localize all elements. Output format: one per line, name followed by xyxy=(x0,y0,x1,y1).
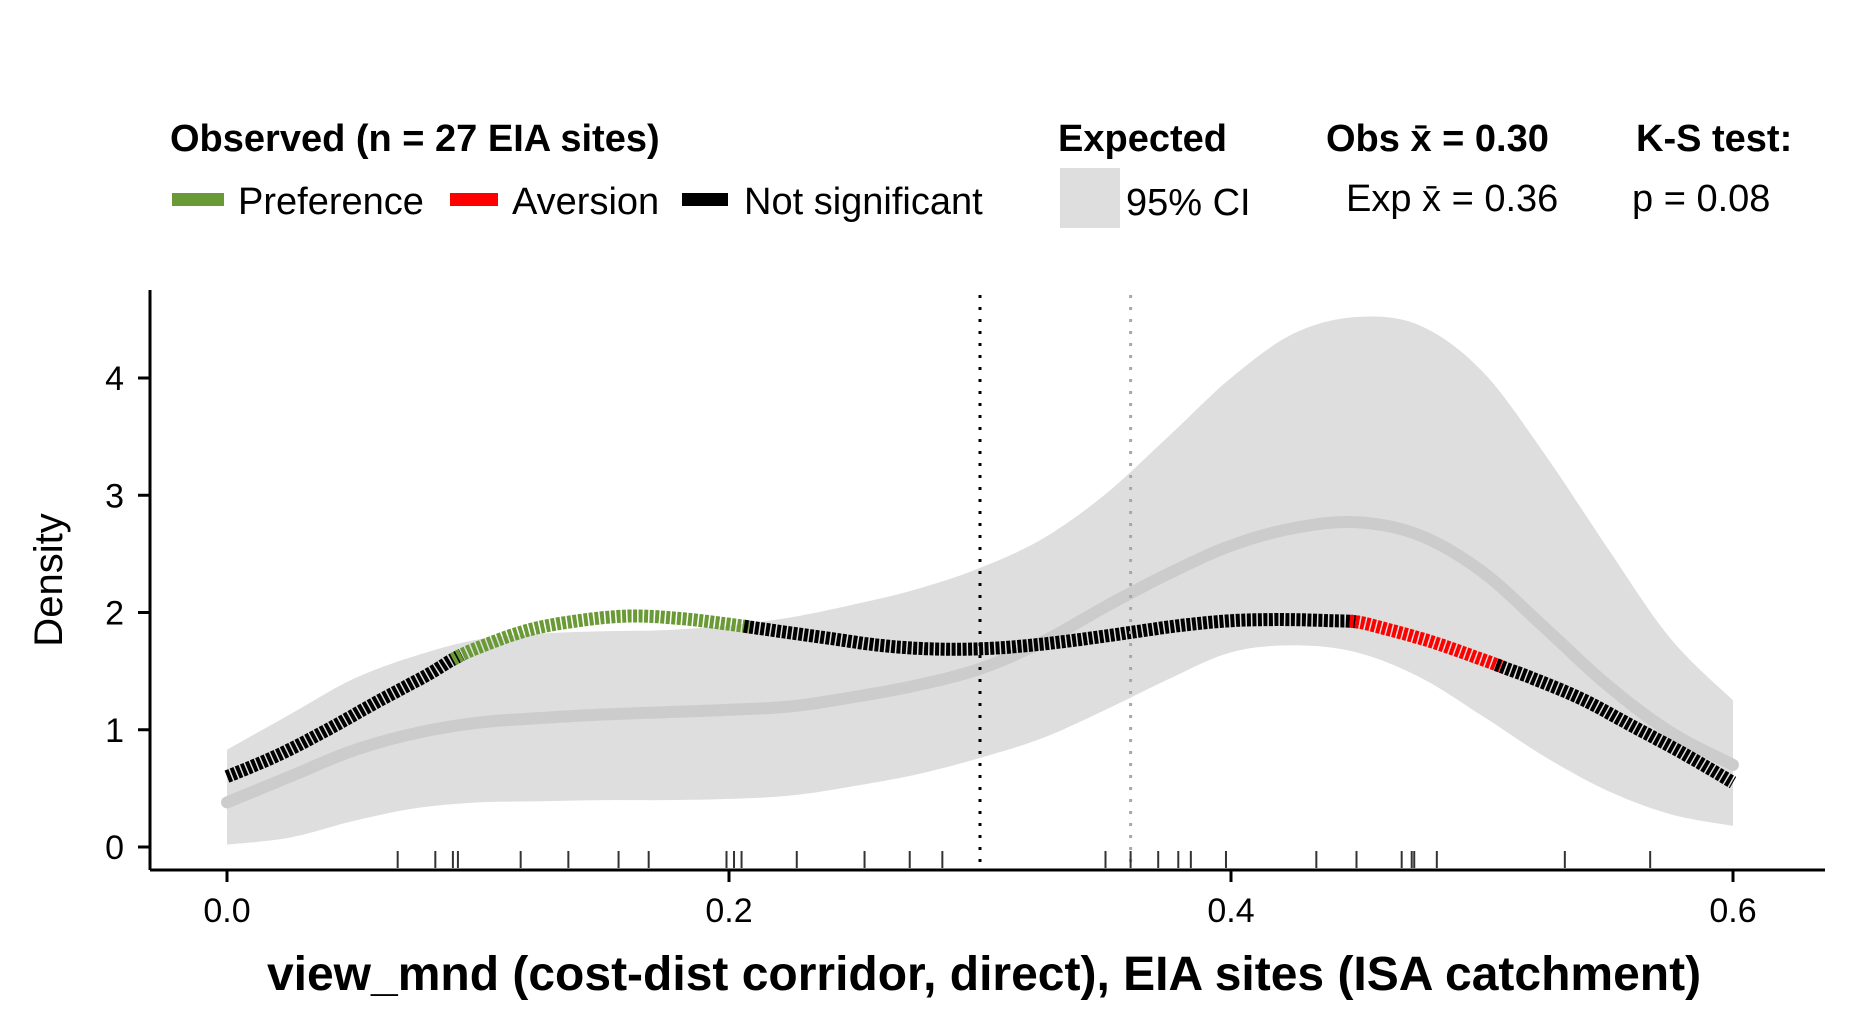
axes: 0 1 2 3 4 0.0 0.2 0.4 0.6 Density view_mnd (cos… xyxy=(27,290,1825,1001)
legend: Observed (n = 27 EIA sites) Preference A… xyxy=(170,118,1792,228)
x-ticks: 0.0 0.2 0.4 0.6 xyxy=(203,870,1757,930)
legend-ks-title: K-S test: xyxy=(1636,118,1792,160)
legend-aversion-label: Aversion xyxy=(512,181,659,223)
y-tick-label: 2 xyxy=(105,595,124,633)
legend-aversion-swatch xyxy=(450,193,498,206)
legend-not-significant-label: Not significant xyxy=(744,181,983,223)
legend-ci-swatch xyxy=(1060,168,1120,228)
legend-obs-mean: Obs x̄ = 0.30 xyxy=(1326,118,1549,160)
observed-segment-preference xyxy=(448,609,751,666)
legend-observed-title: Observed (n = 27 EIA sites) xyxy=(170,118,660,160)
legend-expected-title: Expected xyxy=(1058,118,1227,160)
legend-exp-mean: Exp x̄ = 0.36 xyxy=(1346,178,1558,220)
observed-segment-not-significant xyxy=(742,613,1363,656)
observed-segment-not-significant xyxy=(1491,658,1737,789)
y-tick-label: 4 xyxy=(105,360,124,398)
legend-ks-p: p = 0.08 xyxy=(1632,178,1770,220)
rug-marks xyxy=(396,851,1652,868)
y-ticks: 0 1 2 3 4 xyxy=(105,360,150,867)
observed-density-line xyxy=(223,609,1737,789)
x-tick-label: 0.2 xyxy=(705,892,752,930)
y-tick-label: 0 xyxy=(105,829,124,867)
observed-segment-not-significant xyxy=(223,648,467,783)
x-tick-label: 0.4 xyxy=(1207,892,1254,930)
legend-preference-label: Preference xyxy=(238,181,424,223)
x-tick-label: 0.6 xyxy=(1709,892,1756,930)
y-axis-title: Density xyxy=(27,513,71,646)
legend-ci-label: 95% CI xyxy=(1126,182,1251,224)
y-tick-label: 1 xyxy=(105,712,124,750)
plot-area xyxy=(221,295,1739,870)
x-tick-label: 0.0 xyxy=(203,892,250,930)
x-axis-title: view_mnd (cost-dist corridor, direct), E… xyxy=(267,948,1701,1001)
y-tick-label: 3 xyxy=(105,477,124,515)
legend-not-significant-swatch xyxy=(682,193,728,206)
legend-preference-swatch xyxy=(172,193,224,206)
